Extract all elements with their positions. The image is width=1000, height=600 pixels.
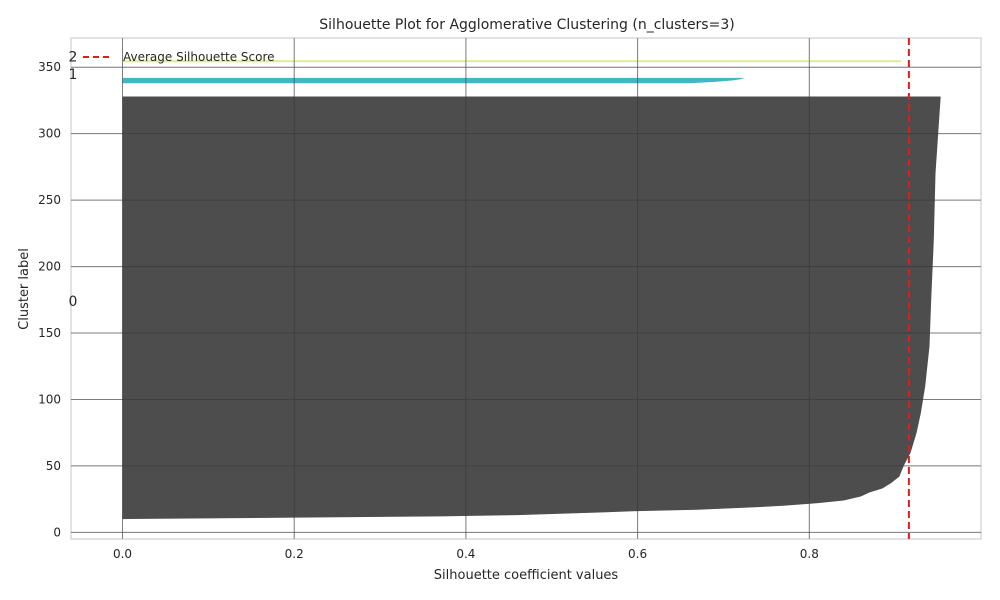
silhouette-cluster-1: [122, 77, 745, 84]
y-tick-label: 350: [38, 60, 61, 74]
cluster-label: 0: [69, 294, 78, 310]
x-tick-label: 0.4: [456, 547, 475, 561]
cluster-layer: [122, 60, 941, 520]
cluster-label-layer: 0 12: [69, 50, 78, 311]
legend-label: Average Silhouette Score: [123, 50, 275, 64]
cluster-label: 1: [69, 67, 78, 83]
chart-title: Silhouette Plot for Agglomerative Cluste…: [319, 17, 734, 33]
y-axis-label: Cluster label: [17, 248, 32, 330]
x-tick-label: 0.6: [628, 547, 647, 561]
cluster-label: 2: [69, 50, 78, 66]
y-tick-label: 150: [38, 326, 61, 340]
y-tick-label: 300: [38, 127, 61, 141]
y-tick-label: 200: [38, 260, 61, 274]
tick-layer: 0.0 0.2 0.4 0.6 0.8 0 50 100 150 200 250 300 350: [38, 60, 819, 561]
x-tick-label: 0.0: [113, 547, 132, 561]
silhouette-cluster-2: [122, 60, 902, 63]
y-tick-label: 100: [38, 392, 61, 406]
y-tick-label: 250: [38, 193, 61, 207]
silhouette-cluster-0: [122, 96, 941, 520]
overlay-grid-layer: [71, 38, 981, 539]
x-tick-label: 0.2: [285, 547, 304, 561]
legend: Average Silhouette Score: [83, 50, 275, 64]
x-tick-label: 0.8: [800, 547, 819, 561]
y-tick-label: 50: [46, 459, 61, 473]
x-axis-label: Silhouette coefficient values: [434, 568, 619, 583]
y-tick-label: 0: [53, 525, 61, 539]
